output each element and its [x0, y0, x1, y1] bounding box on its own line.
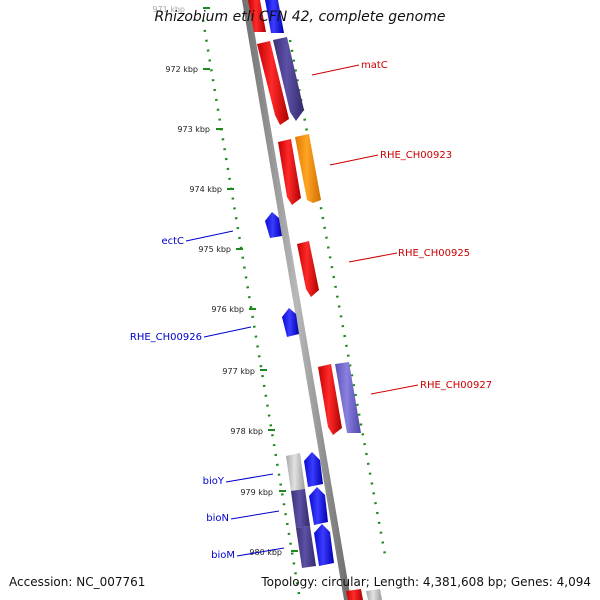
tick-label: 971 kbp [152, 5, 185, 14]
gene-bottom-red[interactable] [346, 589, 363, 600]
gene-label-rhe-ch00926[interactable]: RHE_CH00926 [130, 332, 202, 343]
gene-label-bioM[interactable]: bioM [211, 550, 235, 561]
tick-label: 975 kbp [198, 245, 231, 254]
gene-bioN-blue[interactable] [309, 487, 328, 525]
gene-label-bioY[interactable]: bioY [203, 476, 225, 487]
gene-bioY-gray[interactable] [286, 453, 305, 491]
gene-top-blue[interactable] [265, 0, 284, 33]
gene-rhe923-red[interactable] [278, 139, 301, 205]
gene-label-rhe-ch00925[interactable]: RHE_CH00925 [398, 248, 470, 259]
gene-ectC[interactable] [265, 212, 282, 238]
gene-label-ectC[interactable]: ectC [161, 236, 184, 247]
outer-guide [288, 39, 388, 561]
tick-label: 974 kbp [189, 185, 222, 194]
gene-label-rhe-ch00923[interactable]: RHE_CH00923 [380, 150, 452, 161]
gene-matC-navy[interactable] [273, 37, 304, 121]
gene-rhe926[interactable] [282, 308, 299, 337]
tick-label: 976 kbp [211, 305, 244, 314]
gene-rhe923-orange[interactable] [295, 134, 321, 203]
gene-bioN-navy[interactable] [291, 489, 310, 528]
gene-bioM-blue[interactable] [314, 524, 334, 566]
tick-label: 973 kbp [177, 125, 210, 134]
gene-rhe927-red[interactable] [318, 364, 342, 435]
gene-top-red[interactable] [248, 0, 266, 32]
scale-axis [201, 19, 302, 600]
topology-text: Topology: circular; Length: 4,381,608 bp… [261, 575, 591, 589]
gene-label-bioN[interactable]: bioN [206, 513, 229, 524]
gene-bioY-blue[interactable] [304, 452, 323, 487]
tick-label: 980 kbp [249, 548, 282, 557]
gene-matC-red[interactable] [257, 41, 289, 125]
tick-label: 978 kbp [230, 427, 263, 436]
tick-label: 977 kbp [222, 367, 255, 376]
tick-marks [203, 7, 298, 552]
tick-label: 972 kbp [165, 65, 198, 74]
gene-rhe925-red[interactable] [297, 241, 319, 297]
accession-text: Accession: NC_007761 [9, 575, 146, 589]
tick-label: 979 kbp [240, 488, 273, 497]
leader-lines [185, 64, 419, 557]
backbone-track [242, 0, 351, 600]
gene-bioM-navy[interactable] [296, 526, 316, 568]
gene-rhe927-purple[interactable] [335, 362, 361, 433]
map-title: Rhizobium etli CFN 42, complete genome [154, 9, 446, 25]
gene-label-matC[interactable]: matC [361, 60, 388, 71]
gene-bottom-gray[interactable] [366, 589, 382, 600]
gene-label-rhe-ch00927[interactable]: RHE_CH00927 [420, 380, 492, 391]
